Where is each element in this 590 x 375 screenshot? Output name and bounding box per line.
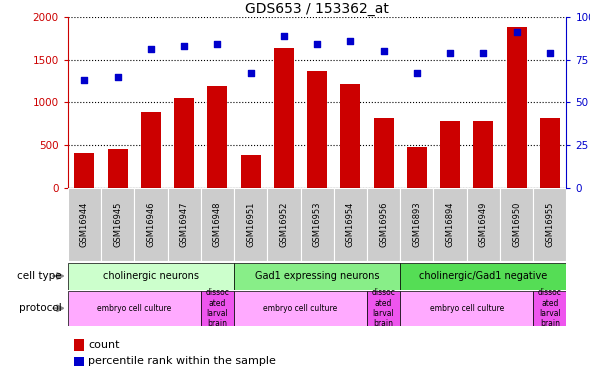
Bar (101, 188, 135, 261)
Text: dissoc
ated
larval
brain: dissoc ated larval brain (538, 288, 562, 328)
Bar (68, 262, 234, 290)
Bar (135, 188, 168, 261)
Bar (267, 188, 300, 261)
Bar (300, 188, 334, 261)
Text: count: count (88, 340, 120, 350)
Bar (234, 188, 267, 261)
Text: GSM16944: GSM16944 (80, 201, 89, 247)
Text: GSM16945: GSM16945 (113, 201, 122, 247)
Text: GSM16893: GSM16893 (412, 201, 421, 247)
Bar (434, 188, 467, 261)
Bar (507, 27, 526, 188)
Point (445, 50, 455, 56)
Point (412, 70, 421, 76)
Text: GSM16949: GSM16949 (479, 201, 488, 247)
Text: embryo cell culture: embryo cell culture (430, 304, 504, 313)
Bar (334, 188, 367, 261)
Text: GSM16954: GSM16954 (346, 201, 355, 247)
Bar (400, 188, 434, 261)
Text: GSM16956: GSM16956 (379, 201, 388, 247)
Bar (307, 72, 327, 188)
Bar (241, 155, 261, 188)
Bar (174, 98, 194, 188)
Text: Gad1 expressing neurons: Gad1 expressing neurons (255, 271, 379, 281)
Text: GSM16946: GSM16946 (146, 201, 155, 247)
Text: cholinergic neurons: cholinergic neurons (103, 271, 199, 281)
Point (80, 77, 89, 83)
Point (212, 41, 222, 47)
Text: GSM16953: GSM16953 (313, 201, 322, 247)
Point (312, 41, 322, 47)
Point (179, 43, 189, 49)
Text: cell type: cell type (17, 271, 62, 281)
Bar (168, 188, 201, 261)
Point (246, 70, 255, 76)
Bar (367, 291, 400, 326)
Bar (274, 48, 294, 188)
Text: embryo cell culture: embryo cell culture (263, 304, 337, 313)
Text: GSM16952: GSM16952 (280, 201, 289, 247)
Bar (533, 291, 566, 326)
Bar (473, 121, 493, 188)
Text: GSM16955: GSM16955 (545, 201, 554, 247)
Text: percentile rank within the sample: percentile rank within the sample (88, 357, 276, 366)
Point (478, 50, 488, 56)
Bar (440, 121, 460, 188)
Bar (407, 147, 427, 188)
Point (512, 29, 521, 35)
Text: GSM16947: GSM16947 (180, 201, 189, 247)
Point (346, 38, 355, 44)
Point (545, 50, 555, 56)
Bar (400, 262, 566, 290)
Bar (201, 188, 234, 261)
Bar (68, 188, 101, 261)
Bar (467, 188, 500, 261)
Bar (400, 291, 533, 326)
Point (113, 74, 122, 80)
Title: GDS653 / 153362_at: GDS653 / 153362_at (245, 2, 389, 16)
Bar (234, 291, 367, 326)
Text: protocol: protocol (19, 303, 62, 313)
Bar (500, 188, 533, 261)
Bar (367, 188, 400, 261)
Bar (234, 262, 400, 290)
Bar (74, 153, 94, 188)
Point (279, 33, 289, 39)
Bar (68, 291, 201, 326)
Bar (533, 188, 566, 261)
Bar (340, 84, 360, 188)
Text: cholinergic/Gad1 negative: cholinergic/Gad1 negative (419, 271, 548, 281)
Text: GSM16951: GSM16951 (246, 201, 255, 247)
Bar (373, 117, 394, 188)
Bar (141, 112, 161, 188)
Text: embryo cell culture: embryo cell culture (97, 304, 172, 313)
Bar (540, 117, 560, 188)
Text: GSM16948: GSM16948 (213, 201, 222, 247)
Bar (108, 149, 127, 188)
Point (146, 46, 156, 52)
Text: GSM16894: GSM16894 (445, 201, 454, 247)
Text: dissoc
ated
larval
brain: dissoc ated larval brain (372, 288, 395, 328)
Bar (201, 291, 234, 326)
Text: dissoc
ated
larval
brain: dissoc ated larval brain (205, 288, 230, 328)
Text: GSM16950: GSM16950 (512, 201, 521, 247)
Point (379, 48, 388, 54)
Bar (208, 86, 227, 188)
